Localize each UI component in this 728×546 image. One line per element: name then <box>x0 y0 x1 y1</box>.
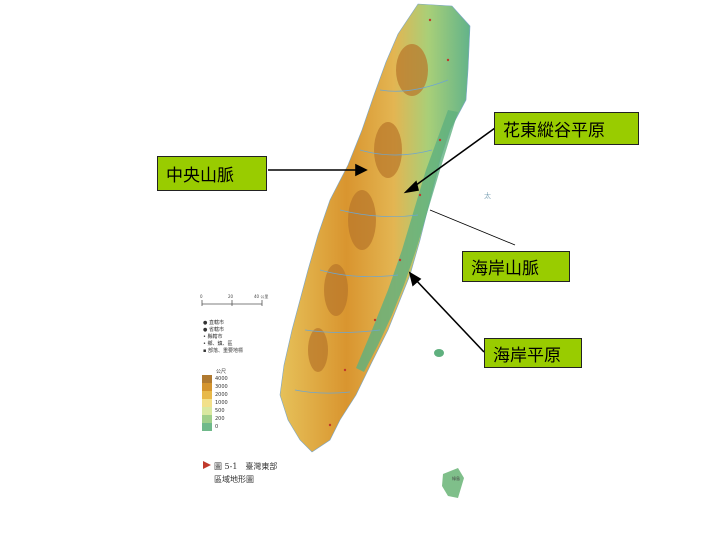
callout-coastal-mountain-range: 海岸山脈 <box>462 251 570 282</box>
elevation-level: 200 <box>202 415 228 423</box>
elevation-swatch <box>202 415 212 423</box>
elevation-swatch <box>202 375 212 383</box>
sea-label: 太 <box>484 191 491 200</box>
symbol-legend: ● 直轄市 ● 省轄市 • 縣轄市 • 鄉、鎮、區 ▪ 部落、重要地標 <box>203 320 243 355</box>
elevation-swatch <box>202 391 212 399</box>
callout-coastal-plain: 海岸平原 <box>484 338 582 368</box>
elevation-level: 4000 <box>202 375 228 383</box>
elevation-swatch <box>202 399 212 407</box>
scale-tick-40: 40 公里 <box>254 293 268 299</box>
elevation-level: 500 <box>202 407 228 415</box>
legend-item: • 鄉、鎮、區 <box>203 341 233 347</box>
elevation-legend: 公尺 4000 3000 2000 1000 500 200 0 <box>202 368 228 431</box>
caption-line-2: 區域地形圖 <box>214 475 254 484</box>
elevation-level: 3000 <box>202 383 228 391</box>
coastal-range-band <box>356 110 458 372</box>
callout-rift-valley-plain: 花東縱谷平原 <box>494 112 639 145</box>
high-mountain-patches <box>308 44 428 372</box>
elevation-level: 2000 <box>202 391 228 399</box>
green-island <box>434 349 444 357</box>
elevation-value: 500 <box>215 408 225 414</box>
elevation-swatch <box>202 383 212 391</box>
elevation-value: 3000 <box>215 384 228 390</box>
legend-item: • 縣轄市 <box>203 334 223 340</box>
scale-tick-20: 20 <box>228 294 234 299</box>
town-markers <box>328 18 450 427</box>
elevation-value: 0 <box>215 424 219 430</box>
elevation-unit: 公尺 <box>216 369 227 375</box>
scale-tick-0: 0 <box>200 294 203 299</box>
scale-bar <box>201 300 263 306</box>
elevation-swatch <box>202 407 212 415</box>
island-label: 綠島 <box>452 475 460 481</box>
elevation-level: 1000 <box>202 399 228 407</box>
elevation-value: 200 <box>215 416 225 422</box>
legend-item: ● 省轄市 <box>203 327 224 333</box>
figure-caption: 圖 5-1 臺灣東部 區域地形圖 <box>214 460 277 486</box>
caption-marker-icon <box>203 461 211 469</box>
legend-item: ▪ 部落、重要地標 <box>203 348 243 354</box>
elevation-level: 0 <box>202 423 228 431</box>
elevation-value: 1000 <box>215 400 228 406</box>
caption-line-1: 圖 5-1 臺灣東部 <box>214 462 278 471</box>
orchid-island <box>442 468 464 498</box>
elevation-swatch <box>202 423 212 431</box>
legend-item: ● 直轄市 <box>203 320 224 326</box>
rivers <box>294 79 449 394</box>
elevation-value: 2000 <box>215 392 228 398</box>
callout-central-mountain-range: 中央山脈 <box>157 156 267 191</box>
callout-arrows <box>268 127 516 353</box>
elevation-value: 4000 <box>215 376 228 382</box>
